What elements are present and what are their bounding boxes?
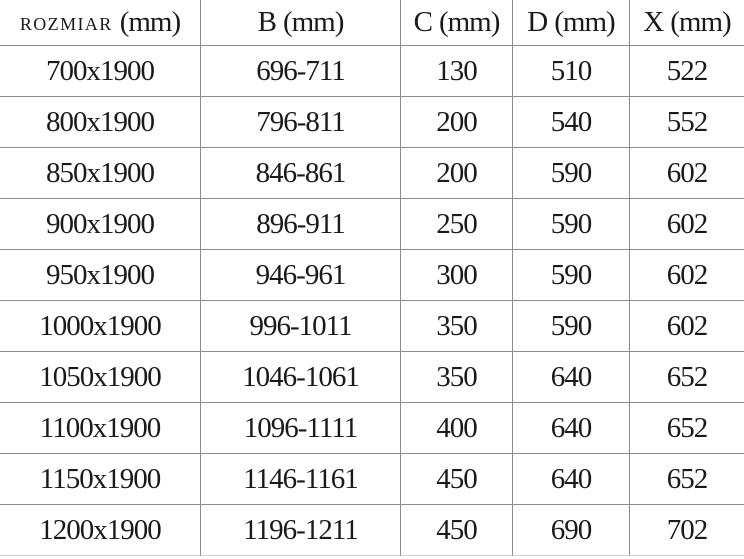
column-header-unit: (mm) [119,6,181,38]
table-cell: 652 [630,454,744,505]
column-header-unit: (mm) [554,6,615,38]
column-header-d: D (mm) [513,0,630,46]
column-header-name: D [527,6,548,38]
column-header-unit: (mm) [438,6,500,38]
table-cell: 450 [401,454,513,505]
table-cell: 696-711 [201,46,401,97]
table-cell: 522 [630,46,744,97]
column-header-name: B [257,6,277,38]
table-cell: 1196-1211 [201,505,401,556]
table-cell: 510 [513,46,630,97]
table-cell: 640 [513,454,630,505]
table-cell: 1146-1161 [201,454,401,505]
table-cell: 350 [401,352,513,403]
table-cell: 1050x1900 [0,352,201,403]
column-header-name: C [413,6,433,38]
table-cell: 700x1900 [0,46,201,97]
table-cell: 652 [630,403,744,454]
column-header-unit: (mm) [670,6,731,38]
table-cell: 300 [401,250,513,301]
table-cell: 800x1900 [0,97,201,148]
column-header-unit: (mm) [282,6,344,38]
table-cell: 590 [513,250,630,301]
table-cell: 652 [630,352,744,403]
table-cell: 1096-1111 [201,403,401,454]
table-cell: 1000x1900 [0,301,201,352]
table-cell: 590 [513,148,630,199]
table-cell: 200 [401,148,513,199]
table-cell: 900x1900 [0,199,201,250]
table-cell: 602 [630,301,744,352]
column-header-b: B (mm) [201,0,401,46]
table-cell: 552 [630,97,744,148]
table-cell: 602 [630,199,744,250]
table-cell: 640 [513,352,630,403]
column-header-c: C (mm) [401,0,513,46]
table-cell: 846-861 [201,148,401,199]
column-header-name: X [643,6,664,38]
table-cell: 690 [513,505,630,556]
table-cell: 996-1011 [201,301,401,352]
table-cell: 250 [401,199,513,250]
table-cell: 602 [630,250,744,301]
table-cell: 400 [401,403,513,454]
table-cell: 1200x1900 [0,505,201,556]
table-cell: 450 [401,505,513,556]
table-cell: 950x1900 [0,250,201,301]
table-cell: 200 [401,97,513,148]
column-header-rozmiar: ROZMIAR (mm) [0,0,201,46]
table-cell: 796-811 [201,97,401,148]
table-cell: 590 [513,199,630,250]
table-cell: 702 [630,505,744,556]
table-cell: 130 [401,46,513,97]
table-cell: 602 [630,148,744,199]
table-cell: 1100x1900 [0,403,201,454]
table-cell: 640 [513,403,630,454]
table-cell: 946-961 [201,250,401,301]
table-cell: 850x1900 [0,148,201,199]
table-cell: 1150x1900 [0,454,201,505]
table-cell: 1046-1061 [201,352,401,403]
column-header-name: ROZMIAR [19,13,113,34]
table-cell: 896-911 [201,199,401,250]
table-cell: 590 [513,301,630,352]
table-cell: 350 [401,301,513,352]
table-cell: 540 [513,97,630,148]
column-header-x: X (mm) [630,0,744,46]
